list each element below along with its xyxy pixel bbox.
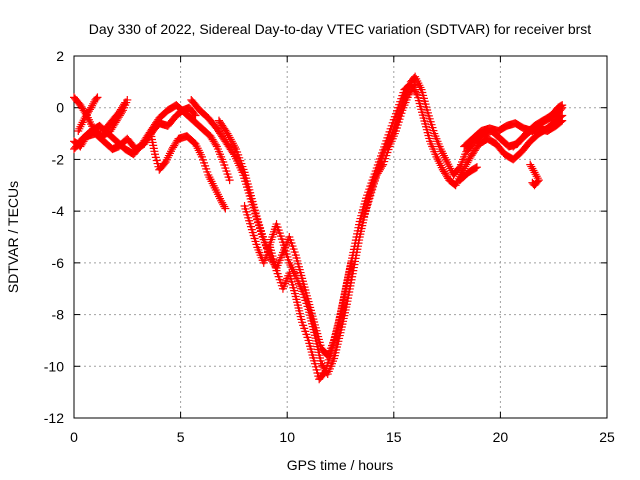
series-arc-9 [240, 201, 356, 384]
y-tick-label: -6 [52, 255, 65, 271]
data-point [347, 258, 356, 267]
x-tick-label: 5 [177, 429, 185, 445]
x-tick-label: 15 [386, 429, 402, 445]
series-arc-10 [359, 80, 420, 221]
data-point [92, 94, 101, 103]
x-tick-label: 0 [70, 429, 78, 445]
data-point [221, 204, 230, 213]
chart-title: Day 330 of 2022, Sidereal Day-to-day VTE… [89, 21, 591, 37]
series-arc-6 [146, 129, 230, 213]
data-point [211, 140, 220, 149]
data-point [230, 143, 239, 152]
x-axis-label: GPS time / hours [287, 457, 394, 473]
data-point [472, 163, 481, 172]
series-arc-11 [455, 163, 481, 185]
data-point [558, 103, 567, 112]
y-tick-label: 2 [56, 48, 64, 64]
data-point [190, 110, 199, 119]
series-arc-13 [526, 160, 543, 190]
data-point [557, 105, 566, 114]
data-point [557, 117, 566, 126]
series-arc-8 [214, 80, 567, 360]
series-arc-4 [74, 93, 102, 135]
data-point [411, 80, 420, 89]
data-point [528, 178, 537, 187]
y-tick-label: 0 [56, 100, 64, 116]
x-tick-label: 25 [599, 429, 615, 445]
y-axis-label: SDTVAR / TECUs [5, 181, 21, 293]
data-point [121, 98, 130, 107]
x-tick-label: 10 [279, 429, 295, 445]
series-arc-14 [509, 116, 567, 151]
data-point [558, 116, 567, 125]
y-tick-label: -4 [52, 203, 65, 219]
data-point [529, 179, 538, 188]
data-point [225, 176, 234, 185]
y-tick-label: -10 [44, 358, 64, 374]
plot-frame [73, 55, 608, 419]
data-point [220, 202, 229, 211]
x-tick-label: 20 [493, 429, 509, 445]
series-arc-5 [99, 98, 130, 135]
data-layer [70, 72, 567, 384]
data-point [410, 82, 419, 91]
data-point [471, 163, 480, 172]
y-tick-label: -8 [52, 307, 65, 323]
data-point [378, 162, 387, 171]
data-point [120, 100, 129, 109]
data-point [191, 111, 200, 120]
y-tick-label: -2 [52, 151, 65, 167]
data-point [320, 368, 329, 377]
y-tick-label: -12 [44, 410, 64, 426]
data-point [93, 93, 102, 102]
